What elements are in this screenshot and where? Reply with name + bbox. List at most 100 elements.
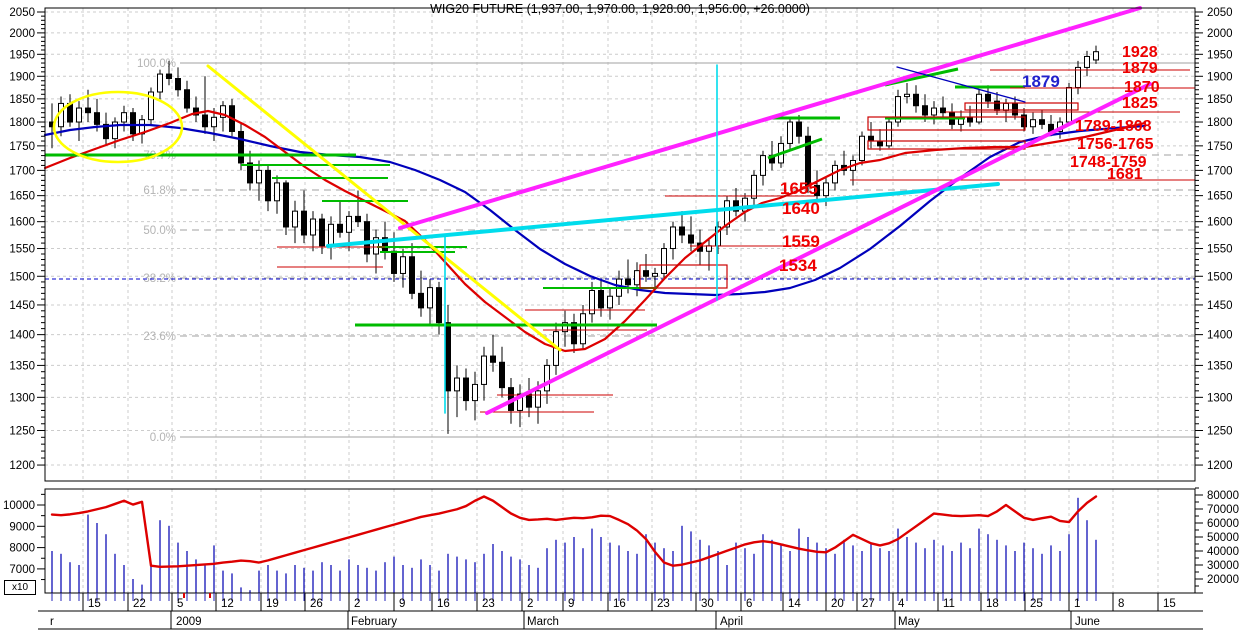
date-label: 12	[221, 598, 234, 610]
volume-ma-red-layer	[50, 495, 1098, 568]
volume-axis-label-left: 10000	[3, 500, 35, 512]
fib-label: 61.8%	[143, 185, 176, 197]
volume-axis-label-right: 40000	[1207, 546, 1239, 558]
candle-body	[94, 112, 100, 125]
date-label: 5	[177, 598, 183, 610]
candle-body	[562, 322, 568, 333]
price-axis-label-right: 1950	[1207, 49, 1233, 61]
candle-body	[1075, 66, 1081, 88]
fib-label: 100.0%	[137, 58, 176, 70]
month-label: June	[1075, 616, 1100, 628]
candle-body	[751, 174, 757, 199]
date-label: 19	[266, 598, 279, 610]
candle-body	[985, 93, 991, 102]
date-label: 4	[898, 598, 905, 610]
date-label: 14	[788, 598, 801, 610]
red-price-label: 1681	[1107, 166, 1143, 183]
candle-body	[652, 272, 658, 277]
green-segments	[45, 67, 1025, 327]
date-label: 23	[482, 598, 495, 610]
price-axis-label-right: 1600	[1207, 217, 1233, 229]
candle-body	[202, 114, 208, 128]
candle-body	[517, 393, 523, 411]
candle-body	[346, 215, 352, 233]
candle-body	[814, 184, 820, 197]
candle-body	[463, 377, 469, 402]
candle-body	[184, 89, 190, 109]
price-axis-label-right: 1700	[1207, 165, 1233, 177]
price-axis-label-left: 1200	[9, 460, 35, 472]
price-axis-label-right: 1750	[1207, 141, 1233, 153]
red-price-label: 1789-1808	[1075, 118, 1152, 135]
red-price-label: 1748-1759	[1070, 154, 1147, 171]
month-label: April	[720, 616, 743, 628]
candles	[49, 45, 1099, 434]
date-label: 2	[527, 598, 533, 610]
date-label: 2	[354, 598, 360, 610]
candle-body	[454, 377, 460, 392]
volume-axis-label-right: 20000	[1207, 574, 1239, 586]
date-label: 1	[1074, 598, 1080, 610]
volume-bars	[51, 497, 1097, 593]
date-label: 16	[437, 598, 450, 610]
candle-body	[823, 182, 829, 197]
red-price-label: 1559	[782, 232, 820, 251]
date-label: 23	[657, 598, 670, 610]
red-zone-box	[964, 102, 1079, 111]
candle-body	[355, 215, 361, 223]
price-pane-border	[44, 7, 1196, 482]
price-axis-label-left: 1250	[9, 426, 35, 438]
price-axis-label-left: 1300	[9, 392, 35, 404]
candle-body	[490, 355, 496, 363]
candle-body	[319, 218, 325, 247]
price-axis-label-left: 1500	[9, 271, 35, 283]
fib-label: 23.6%	[143, 331, 176, 343]
date-label: 30	[701, 598, 714, 610]
moving-average-blue	[43, 123, 1147, 297]
candle-body	[337, 223, 343, 233]
price-axis-label-right: 1550	[1207, 244, 1233, 256]
volume-axes: 10000 9000 8000 7000 80000 70000 60000 50000 400…	[3, 487, 1239, 594]
price-axis-label-left: 1750	[9, 141, 35, 153]
candle-body	[868, 135, 874, 142]
candle-body	[175, 78, 181, 91]
candle-body	[148, 91, 154, 121]
price-axis-label-right: 1450	[1207, 300, 1233, 312]
date-label: 25	[1030, 598, 1043, 610]
magenta-channel-upper	[398, 6, 1142, 230]
candle-body	[733, 200, 739, 212]
candle-body	[598, 289, 604, 309]
candle-body	[589, 289, 595, 315]
candle-body	[607, 295, 613, 309]
month-label: May	[898, 616, 920, 628]
candle-body	[760, 155, 766, 176]
date-label: 20	[831, 598, 844, 610]
candle-body	[265, 169, 271, 202]
candle-body	[895, 96, 901, 123]
candle-body	[400, 256, 406, 274]
candle-body	[1093, 51, 1099, 61]
candle-body	[976, 93, 982, 123]
date-label: 27	[862, 598, 875, 610]
candle-body	[535, 390, 541, 408]
date-label: 26	[310, 598, 323, 610]
candle-body	[544, 364, 550, 392]
price-axis-label-left: 1950	[9, 49, 35, 61]
yellow-ellipse	[52, 90, 184, 164]
candle-body	[481, 355, 487, 385]
candle-body	[904, 93, 910, 98]
price-axis-label-left: 1350	[9, 360, 35, 372]
price-axis-label-left: 1650	[9, 191, 35, 203]
candle-body	[193, 107, 199, 116]
price-axis-label-left: 1900	[9, 71, 35, 83]
red-price-label: 1879	[1122, 60, 1158, 77]
red-zone-box	[867, 116, 1026, 131]
moving-average-red-layer	[43, 109, 1147, 353]
cyan-rising-line	[326, 182, 1000, 248]
candle-body	[427, 287, 433, 309]
price-axis-label-right: 1350	[1207, 360, 1233, 372]
candle-body	[1003, 102, 1009, 111]
date-label: 15	[88, 598, 101, 610]
x-axis: 15 22 5 12 19 26 2 9 16 23 2 9 16 23 30 6 14 20 27 4 11 18 25 1…	[50, 593, 1176, 629]
candle-body	[238, 130, 244, 164]
